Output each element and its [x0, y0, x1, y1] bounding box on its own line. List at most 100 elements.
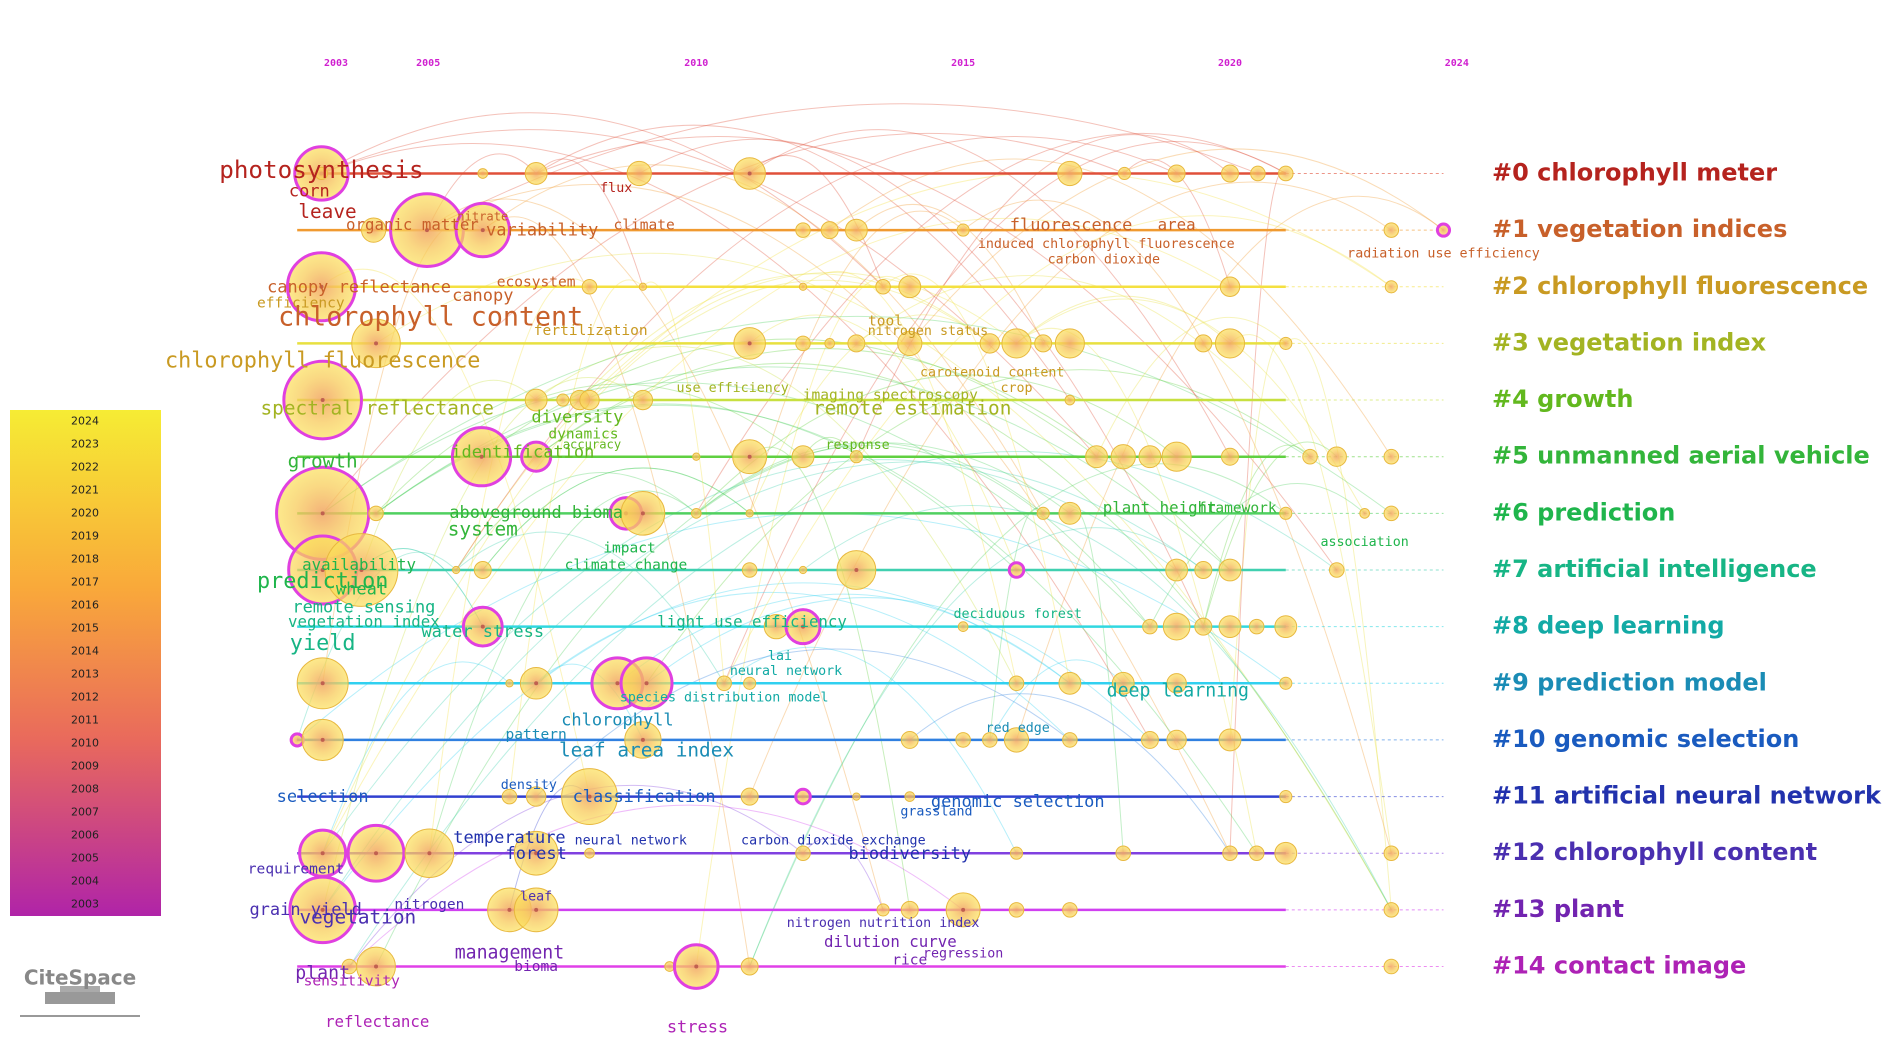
- node-core: [854, 567, 859, 572]
- keyword: climate: [613, 217, 674, 234]
- keyword: nitrogen nutrition index: [787, 916, 980, 931]
- node: [743, 676, 757, 690]
- node: [1359, 507, 1370, 519]
- node: [1384, 280, 1398, 294]
- node: [741, 562, 758, 578]
- keyword: canopy: [452, 286, 513, 306]
- legend-year: 2011: [71, 714, 99, 727]
- node: [798, 282, 808, 291]
- node-core: [480, 228, 485, 233]
- node: [1161, 441, 1192, 472]
- keyword: species distribution model: [620, 690, 829, 705]
- node: [1165, 558, 1189, 582]
- node: [1214, 328, 1246, 359]
- cluster-label: #14 contact image: [1492, 952, 1746, 980]
- node: [368, 505, 384, 522]
- keyword: availability: [302, 555, 416, 574]
- year-label: 2015: [951, 58, 975, 69]
- node: [692, 452, 701, 461]
- node: [876, 903, 890, 917]
- node: [1274, 615, 1298, 639]
- citation-arc: [695, 132, 1287, 514]
- node: [1115, 845, 1132, 862]
- keyword: reflectance: [325, 1012, 429, 1031]
- node: [852, 792, 861, 801]
- citation-arc: [579, 273, 991, 401]
- keyword: efficiency: [257, 294, 345, 311]
- node: [1062, 732, 1078, 748]
- node-core: [320, 511, 325, 516]
- node: [740, 787, 759, 806]
- node-core: [694, 964, 699, 969]
- node: [341, 958, 358, 975]
- node: [900, 730, 919, 749]
- node: [1138, 445, 1162, 469]
- nodes: [275, 145, 1452, 990]
- citation-arc: [321, 112, 884, 288]
- node: [520, 440, 553, 473]
- node: [1302, 448, 1318, 465]
- citation-arc: [535, 345, 1017, 684]
- citation-arc: [535, 136, 1338, 571]
- node: [579, 389, 600, 411]
- cluster-label: #13 plant: [1492, 895, 1624, 923]
- node: [1009, 846, 1024, 860]
- legend-year: 2008: [71, 783, 99, 796]
- keyword: requirement: [248, 861, 344, 878]
- keyword: density: [501, 778, 557, 793]
- keyword: leave: [298, 200, 356, 223]
- node-core: [424, 228, 429, 233]
- node: [525, 786, 547, 807]
- node: [1435, 222, 1452, 238]
- node: [1117, 166, 1132, 181]
- node: [1194, 334, 1213, 353]
- keyword: diversity: [531, 407, 623, 427]
- keyword: leaf: [520, 889, 552, 904]
- keyword: grassland: [900, 805, 972, 820]
- citation-arc: [749, 446, 911, 910]
- keyword: selection: [277, 787, 369, 807]
- legend-year: 2009: [71, 760, 99, 773]
- node: [1111, 671, 1135, 695]
- citation-arc: [749, 463, 1287, 967]
- legend-year: 2007: [71, 806, 99, 819]
- keyword: neural network: [730, 664, 842, 679]
- node: [1279, 336, 1293, 350]
- node: [979, 333, 1001, 354]
- keyword: dilution curve: [824, 932, 957, 951]
- node: [844, 218, 868, 242]
- node-core: [374, 964, 379, 969]
- node: [626, 160, 652, 187]
- keyword: grain yield: [249, 900, 361, 920]
- node: [1194, 617, 1213, 636]
- citation-arc: [322, 459, 1177, 854]
- logo: CiteSpace: [20, 966, 140, 1017]
- citation-arc: [455, 471, 697, 571]
- legend-year: 2018: [71, 553, 99, 566]
- node: [314, 166, 329, 181]
- citation-arc: [989, 659, 1124, 741]
- legend-year: 2005: [71, 852, 99, 865]
- citation-arc: [296, 512, 1287, 741]
- node: [638, 282, 648, 291]
- keyword: crop: [1000, 381, 1032, 396]
- cluster-label: #0 chlorophyll meter: [1492, 158, 1777, 186]
- node: [524, 162, 548, 185]
- keyword: accuracy: [563, 438, 621, 452]
- keyword: corn: [289, 182, 330, 202]
- node-core: [479, 454, 484, 459]
- citation-arc: [749, 314, 991, 514]
- node: [849, 450, 863, 464]
- year-label: 2010: [684, 58, 708, 69]
- node: [795, 335, 811, 352]
- node-core: [320, 398, 325, 403]
- node: [1062, 902, 1078, 918]
- node: [1274, 841, 1298, 865]
- citation-arc: [989, 507, 1044, 740]
- node-core: [615, 681, 620, 686]
- node: [716, 675, 732, 692]
- node: [1383, 448, 1400, 465]
- cluster-label: #4 growth: [1492, 385, 1633, 413]
- keyword: system: [448, 518, 518, 541]
- keyword: chlorophyll content: [278, 301, 583, 332]
